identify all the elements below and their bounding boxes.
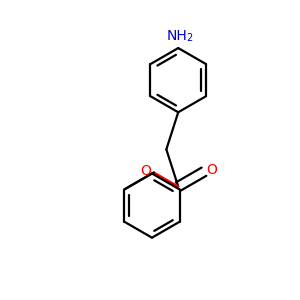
Text: O: O — [206, 163, 217, 177]
Text: O: O — [140, 164, 152, 178]
Text: NH: NH — [167, 29, 187, 43]
Text: 2: 2 — [186, 33, 193, 43]
